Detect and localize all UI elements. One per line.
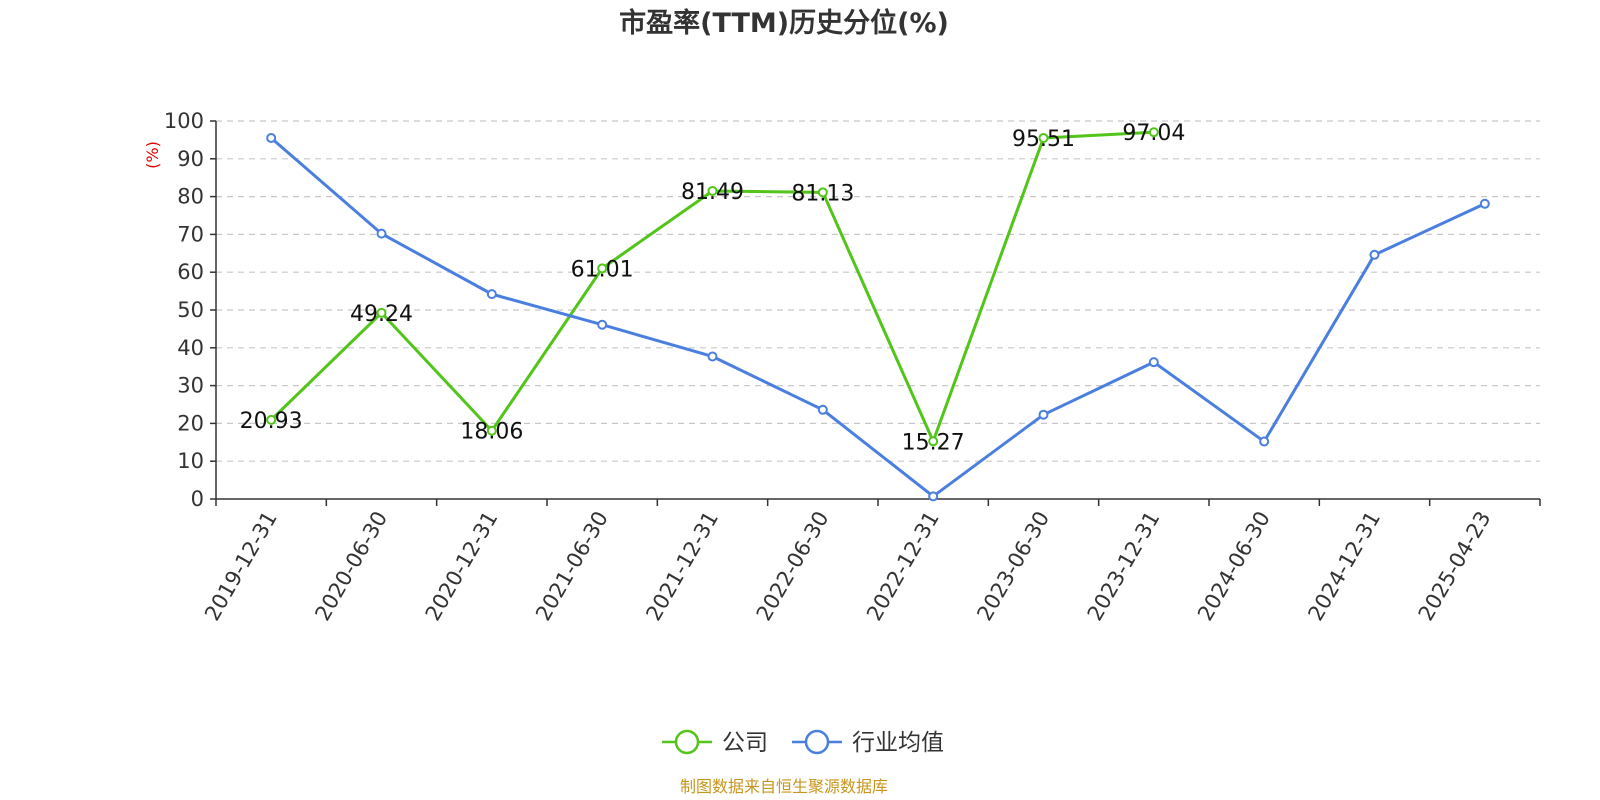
- data-point: [1369, 249, 1380, 260]
- x-tick-label: 2021-12-31: [641, 507, 723, 625]
- x-tick-label: 2022-06-30: [752, 507, 834, 625]
- data-point: [1479, 198, 1490, 209]
- data-point: [707, 351, 718, 362]
- data-point: [1038, 132, 1049, 143]
- y-tick-label: 50: [177, 298, 204, 322]
- legend-marker: [804, 729, 830, 755]
- y-tick-label: 10: [177, 449, 204, 473]
- data-label: 97.04: [1122, 121, 1185, 146]
- y-tick-label: 80: [177, 185, 204, 209]
- x-tick-label: 2020-12-31: [421, 507, 503, 625]
- data-point: [928, 436, 939, 447]
- data-label: 81.13: [791, 181, 854, 206]
- data-point: [817, 187, 828, 198]
- data-point: [486, 425, 497, 436]
- x-tick-label: 2024-12-31: [1303, 507, 1385, 625]
- data-point: [1148, 357, 1159, 368]
- data-point: [486, 289, 497, 300]
- series-group: [266, 127, 1490, 502]
- data-label: 49.24: [350, 302, 413, 327]
- data-point: [1148, 127, 1159, 138]
- data-label: 81.49: [681, 180, 744, 205]
- y-axis-label: (%): [143, 141, 162, 169]
- x-tick-label: 2020-06-30: [310, 507, 392, 625]
- x-tick-label: 2022-12-31: [862, 507, 944, 625]
- data-label: 61.01: [571, 257, 634, 282]
- grid-lines: [216, 120, 1540, 462]
- source-note: 制图数据来自恒生聚源数据库: [680, 777, 888, 796]
- data-point: [266, 133, 277, 144]
- x-tick-label: 2021-06-30: [531, 507, 613, 625]
- data-point: [597, 263, 608, 274]
- data-label: 18.06: [460, 420, 523, 445]
- y-tick-label: 30: [177, 374, 204, 398]
- x-tick-label: 2019-12-31: [200, 507, 282, 625]
- series-line-0: [270, 130, 1154, 443]
- y-tick-label: 70: [177, 222, 204, 246]
- series-line-1: [270, 136, 1486, 498]
- legend: 公司 行业均值: [662, 729, 944, 756]
- chart-title: 市盈率(TTM)历史分位(%): [619, 7, 949, 39]
- data-point: [1259, 436, 1270, 447]
- x-tick-label: 2023-06-30: [972, 507, 1054, 625]
- data-label: 15.27: [902, 430, 965, 455]
- data-point: [597, 319, 608, 330]
- data-label: 95.51: [1012, 127, 1075, 152]
- x-tick-label: 2025-04-23: [1414, 507, 1496, 625]
- x-tick-label: 2024-06-30: [1193, 507, 1275, 625]
- data-label: 20.93: [240, 409, 303, 434]
- data-point: [266, 414, 277, 425]
- data-point: [1038, 409, 1049, 420]
- legend-label: 公司: [722, 730, 768, 756]
- x-tick-label: 2023-12-31: [1083, 507, 1165, 625]
- data-point: [376, 307, 387, 318]
- legend-label: 行业均值: [852, 730, 944, 756]
- data-point: [817, 404, 828, 415]
- data-point: [928, 491, 939, 502]
- y-tick-label: 60: [177, 260, 204, 284]
- y-tick-label: 40: [177, 336, 204, 360]
- data-point: [376, 228, 387, 239]
- y-tick-label: 90: [177, 147, 204, 171]
- data-labels: 20.93 49.24 18.06 61.01 81.49 81.13 15.27 95.51…: [240, 121, 1186, 455]
- y-tick-label: 0: [191, 487, 204, 511]
- y-tick-label: 100: [164, 109, 204, 133]
- y-tick-label: 20: [177, 411, 204, 435]
- data-point: [707, 185, 718, 196]
- legend-marker: [674, 729, 700, 755]
